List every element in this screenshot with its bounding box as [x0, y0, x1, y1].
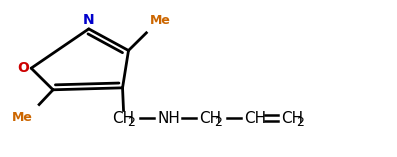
- Text: Me: Me: [150, 14, 171, 27]
- Text: CH: CH: [199, 111, 221, 126]
- Text: O: O: [17, 61, 29, 75]
- Text: Me: Me: [12, 111, 33, 124]
- Text: NH: NH: [157, 111, 180, 126]
- Text: CH: CH: [281, 111, 304, 126]
- Text: 2: 2: [127, 116, 135, 129]
- Text: 2: 2: [214, 116, 222, 129]
- Text: CH: CH: [244, 111, 266, 126]
- Text: N: N: [83, 13, 94, 27]
- Text: CH: CH: [113, 111, 135, 126]
- Text: 2: 2: [296, 116, 304, 129]
